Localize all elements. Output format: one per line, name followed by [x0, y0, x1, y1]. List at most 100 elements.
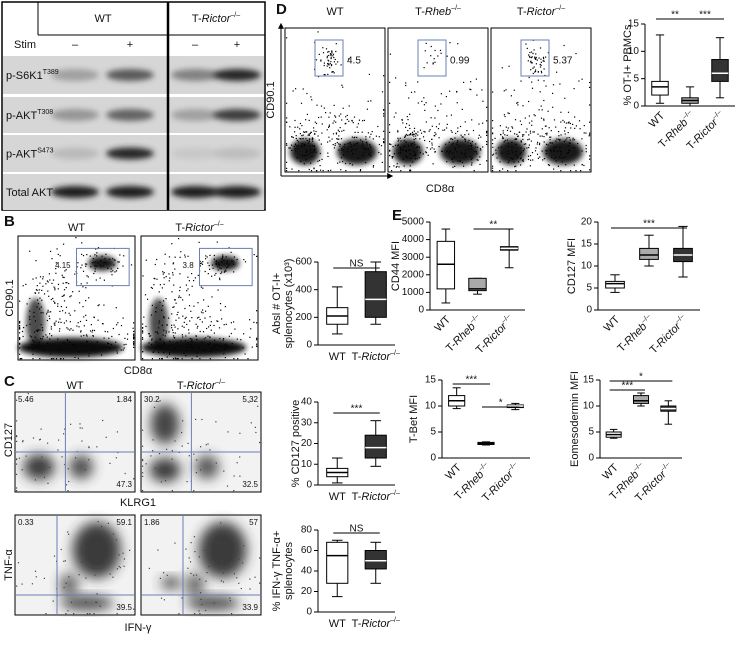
event-dot: [87, 276, 89, 278]
event-dot: [543, 99, 545, 102]
event-dot: [232, 263, 235, 265]
event-dot: [173, 351, 175, 353]
event-dot: [42, 285, 44, 287]
event-dot: [217, 320, 219, 322]
event-dot: [337, 138, 339, 140]
y-tick-label: 40: [301, 566, 313, 577]
event-dot: [343, 146, 345, 148]
event-dot: [65, 320, 67, 322]
event-dot: [309, 132, 311, 135]
event-dot: [465, 156, 467, 158]
event-dot: [200, 446, 202, 448]
event-dot: [335, 43, 337, 45]
event-dot: [424, 139, 426, 142]
event-dot: [16, 463, 18, 465]
event-dot: [457, 130, 459, 133]
event-dot: [98, 304, 100, 306]
event-dot: [70, 295, 72, 297]
event-dot: [405, 84, 407, 87]
event-dot: [108, 343, 110, 345]
event-dot: [366, 108, 368, 110]
event-dot: [88, 353, 90, 355]
event-dot: [202, 261, 204, 263]
event-dot: [470, 89, 472, 91]
event-dot: [116, 539, 118, 541]
event-dot: [163, 283, 165, 285]
event-dot: [130, 264, 133, 266]
event-dot: [81, 440, 83, 442]
event-dot: [581, 138, 583, 140]
event-dot: [343, 154, 345, 156]
event-dot: [148, 567, 150, 569]
event-dot: [531, 120, 533, 122]
event-dot: [229, 600, 231, 602]
event-dot: [295, 135, 297, 137]
event-dot: [492, 133, 494, 135]
event-dot: [553, 168, 555, 170]
event-dot: [423, 130, 425, 133]
event-dot: [318, 53, 320, 55]
event-dot: [486, 134, 488, 136]
event-dot: [63, 341, 65, 344]
event-dot: [244, 261, 247, 263]
event-dot: [187, 442, 189, 444]
event-dot: [315, 59, 318, 61]
event-dot: [39, 438, 41, 440]
event-dot: [534, 71, 536, 73]
event-dot: [415, 132, 417, 134]
event-dot: [530, 69, 532, 71]
event-dot: [507, 112, 509, 114]
event-dot: [322, 47, 324, 49]
event-dot: [568, 121, 570, 123]
event-dot: [407, 145, 410, 147]
event-dot: [541, 150, 543, 152]
event-dot: [99, 605, 101, 607]
event-dot: [63, 289, 66, 291]
event-dot: [320, 143, 322, 145]
event-dot: [551, 156, 553, 158]
row-label: p-S6K1T389: [6, 69, 59, 82]
event-dot: [244, 353, 246, 355]
event-dot: [328, 63, 330, 65]
event-dot: [142, 475, 144, 477]
label-part: T-: [415, 6, 425, 18]
event-dot: [556, 138, 558, 140]
event-dot: [408, 149, 410, 151]
event-dot: [218, 327, 221, 329]
event-dot: [191, 273, 193, 275]
event-dot: [40, 428, 42, 430]
event-dot: [32, 358, 34, 360]
event-dot: [340, 169, 342, 171]
event-dot: [413, 138, 415, 141]
event-dot: [240, 339, 242, 341]
event-dot: [176, 314, 178, 316]
event-dot: [199, 592, 202, 594]
event-dot: [205, 258, 207, 260]
event-dot: [532, 52, 534, 55]
event-dot: [573, 139, 576, 141]
event-dot: [191, 341, 193, 343]
event-dot: [188, 332, 190, 334]
event-dot: [142, 465, 144, 467]
event-dot: [406, 149, 408, 152]
event-dot: [334, 115, 336, 117]
y-tick-label: 20: [301, 438, 313, 449]
event-dot: [405, 155, 407, 157]
event-dot: [165, 330, 167, 332]
event-dot: [302, 154, 304, 156]
event-dot: [295, 144, 297, 146]
event-dot: [86, 263, 88, 265]
event-dot: [174, 347, 176, 349]
event-dot: [109, 347, 111, 349]
event-dot: [194, 613, 196, 615]
event-dot: [537, 79, 539, 81]
event-dot: [589, 121, 591, 123]
event-dot: [172, 274, 174, 276]
density: [161, 577, 181, 589]
event-dot: [99, 568, 101, 570]
event-dot: [585, 144, 587, 147]
event-dot: [51, 282, 53, 284]
x-tick-label: T-Rictor–/–: [647, 313, 690, 356]
event-dot: [183, 326, 185, 328]
event-dot: [564, 127, 567, 129]
